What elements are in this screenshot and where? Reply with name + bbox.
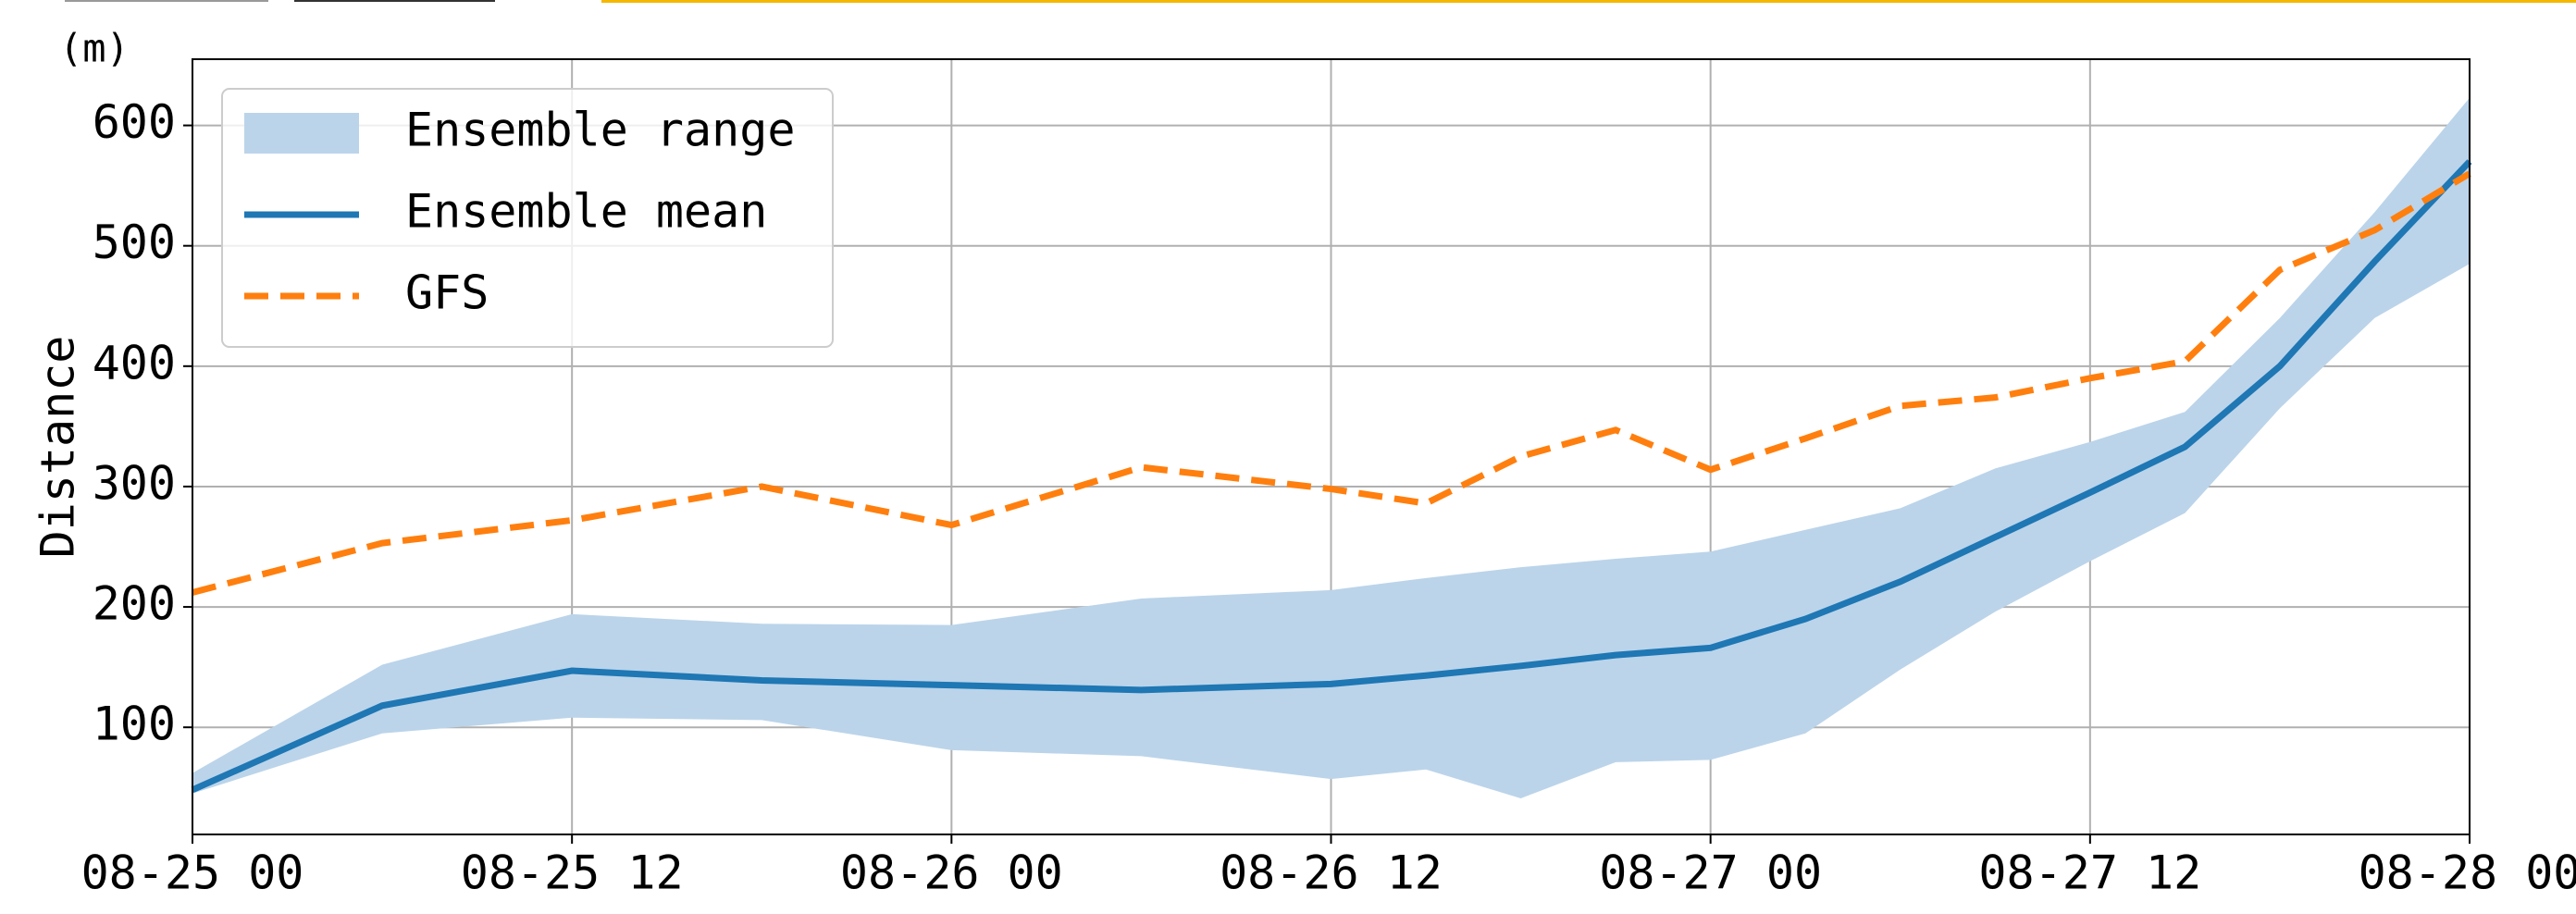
y-tick-label: 300 [93, 456, 176, 510]
x-tick-label: 08-26 00 [840, 846, 1063, 900]
legend-label: GFS [405, 266, 489, 320]
y-tick-label: 400 [93, 336, 176, 389]
legend-label: Ensemble mean [405, 185, 767, 239]
legend-swatch [244, 113, 359, 154]
x-tick-label: 08-25 12 [461, 846, 684, 900]
series-line [191, 159, 2472, 794]
series-line [192, 170, 2471, 596]
legend-label: Ensemble range [405, 104, 795, 157]
y-unit: (m) [59, 26, 130, 71]
x-tick-label: 08-26 12 [1220, 846, 1443, 900]
y-tick-label: 500 [93, 216, 176, 269]
ensemble-band [192, 97, 2470, 798]
x-tick-label: 08-27 12 [1978, 846, 2201, 900]
x-tick-label: 08-28 00 [2359, 846, 2576, 900]
legend-box [221, 88, 834, 348]
plot-frame [192, 58, 2471, 835]
y-tick-label: 600 [93, 95, 176, 149]
y-axis-label: Distance [31, 336, 85, 559]
y-tick-label: 100 [93, 698, 176, 751]
y-tick-label: 200 [93, 577, 176, 631]
x-tick-label: 08-27 00 [1599, 846, 1822, 900]
x-tick-label: 08-25 00 [81, 846, 304, 900]
